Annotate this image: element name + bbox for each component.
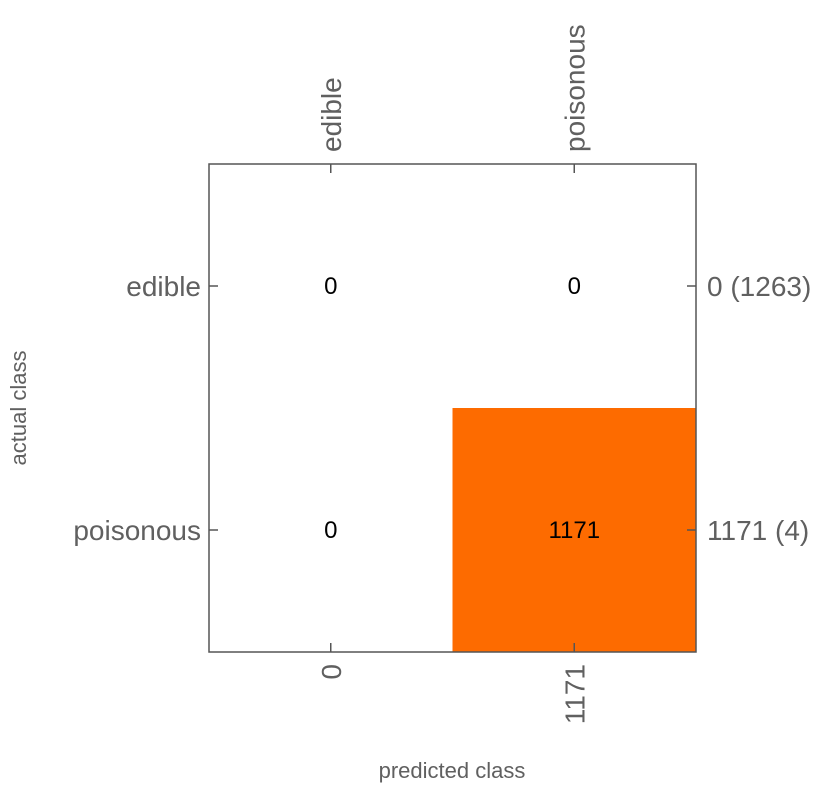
cell-value-poisonous-edible: 0 (324, 517, 337, 544)
row-label-poisonous: poisonous (73, 515, 201, 546)
y-axis-title: actual class (6, 351, 31, 466)
col-total-1: 1171 (559, 664, 590, 724)
col-label-edible: edible (316, 77, 347, 152)
col-label-poisonous: poisonous (559, 24, 590, 152)
ticks-group (209, 164, 696, 652)
row-total-1: 1171 (4) (707, 515, 809, 546)
col-total-0: 0 (316, 664, 347, 680)
x-axis-title: predicted class (379, 758, 526, 783)
cells-group (452, 408, 696, 652)
cell-poisonous-poisonous (452, 408, 696, 652)
cell-value-edible-edible: 0 (324, 273, 337, 300)
plot-frame (208, 163, 697, 653)
row-label-edible: edible (126, 271, 201, 302)
cell-value-edible-poisonous: 0 (568, 273, 581, 300)
labels-group: 0 0 0 1171 edible poisonous 0 1171 edible poisono… (73, 24, 811, 724)
row-total-0: 0 (1263) (707, 271, 811, 302)
cell-value-poisonous-poisonous: 1171 (548, 517, 600, 544)
